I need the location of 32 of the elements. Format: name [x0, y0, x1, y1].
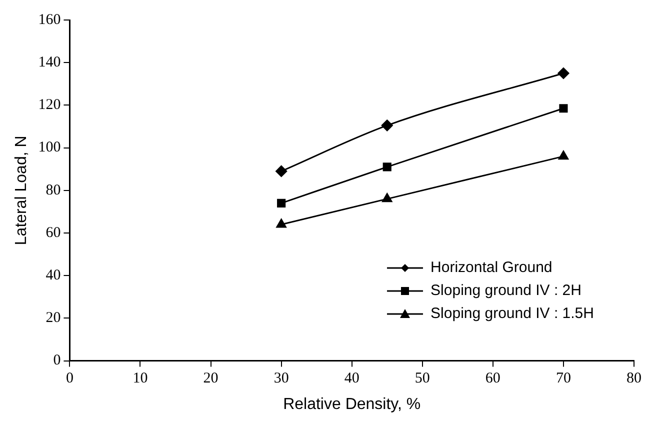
y-tick-label: 40	[46, 268, 61, 284]
y-tick-label: 0	[53, 352, 61, 369]
point	[382, 162, 392, 172]
y-axis-title: Lateral Load, N	[13, 136, 30, 246]
y-tick-label: 140	[38, 54, 61, 71]
x-tick-label: 20	[203, 370, 218, 387]
point	[276, 218, 286, 228]
x-tick-label: 30	[274, 370, 289, 387]
legend-label: Horizontal Ground	[430, 259, 552, 276]
point	[277, 198, 286, 208]
x-tick-label: 70	[556, 370, 571, 387]
y-tick-label: 100	[38, 140, 61, 156]
y-tick-label: 20	[46, 310, 61, 326]
x-tick-label: 40	[344, 370, 360, 387]
y-tick-label: 120	[38, 97, 61, 114]
x-tick-label: 10	[132, 370, 148, 387]
legend-label: Sloping ground IV : 2H	[430, 282, 582, 299]
point	[558, 150, 569, 160]
x-tick-label: 60	[485, 370, 500, 387]
legend-label: Sloping ground IV : 1.5H	[430, 305, 594, 322]
y-tick-label: 60	[46, 224, 61, 241]
x-tick-label: 0	[66, 370, 74, 387]
point	[559, 104, 568, 113]
x-axis-title: Relative Density, %	[283, 396, 421, 413]
point	[381, 120, 393, 132]
point	[276, 165, 288, 177]
y-tick-label: 80	[46, 182, 61, 198]
x-tick-label: 50	[414, 370, 430, 387]
x-tick-label: 80	[626, 370, 642, 387]
y-tick-label: 160	[38, 12, 61, 28]
point	[382, 193, 392, 202]
point	[558, 68, 570, 79]
